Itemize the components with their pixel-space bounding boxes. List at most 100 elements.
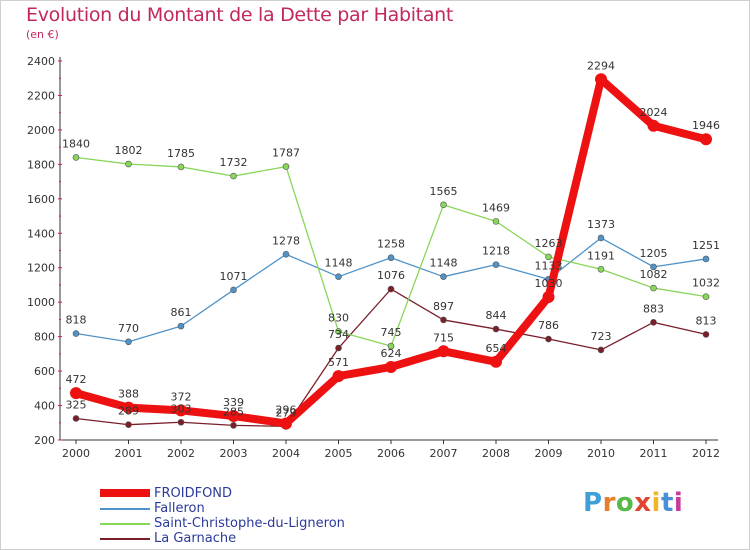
data-point (492, 325, 500, 333)
x-tick-label: 2003 (220, 447, 248, 460)
x-tick-label: 2005 (325, 447, 353, 460)
line-chart: 200 400 600 800 1000 1200 1400 1600 1800 2000 2200… (27, 55, 720, 460)
legend-label: FROIDFOND (154, 486, 233, 501)
data-label: 285 (223, 405, 244, 418)
data-point (177, 322, 185, 330)
data-point (122, 401, 135, 414)
data-label: 2024 (640, 106, 668, 119)
data-point (227, 410, 240, 423)
data-point (702, 293, 710, 300)
data-point (177, 418, 185, 426)
data-label: 813 (696, 314, 717, 327)
data-point (230, 286, 237, 294)
data-label: 723 (591, 330, 612, 343)
y-tick-label: 400 (34, 400, 55, 413)
data-point (175, 404, 187, 417)
x-tick-label: 2004 (272, 447, 300, 460)
data-label: 1148 (430, 257, 458, 270)
data-point (440, 273, 447, 280)
x-tick-label: 2011 (640, 447, 668, 460)
data-label: 1840 (62, 137, 90, 150)
data-label: 715 (433, 331, 454, 344)
data-point (125, 421, 132, 428)
data-label: 289 (118, 405, 139, 418)
data-point (597, 234, 605, 242)
data-label: 1071 (220, 270, 248, 283)
data-label: 786 (538, 319, 559, 332)
data-label: 325 (66, 398, 87, 411)
data-label: 1802 (115, 144, 143, 157)
data-label: 1032 (692, 277, 720, 290)
data-point (387, 285, 395, 293)
data-label: 830 (328, 311, 349, 324)
data-label: 844 (486, 309, 507, 322)
data-point (230, 422, 237, 429)
data-point (650, 263, 657, 271)
x-tick-label: 2008 (482, 447, 510, 460)
data-label: 1191 (587, 249, 615, 262)
data-label: 1373 (587, 218, 615, 231)
data-label: 1082 (640, 268, 668, 281)
y-tick-label: 1000 (27, 296, 55, 309)
logo-letter: i (673, 488, 684, 518)
data-label: 1030 (535, 277, 563, 290)
y-tick-label: 200 (34, 434, 55, 447)
x-tick-label: 2012 (692, 447, 720, 460)
data-point (125, 338, 132, 346)
data-point (72, 154, 80, 161)
data-point (492, 261, 500, 268)
data-label: 2294 (587, 59, 615, 72)
data-point (597, 265, 605, 273)
data-label: 1732 (220, 156, 248, 169)
logo-letter: r (602, 488, 616, 518)
y-tick-label: 600 (34, 365, 55, 378)
chart-title: Evolution du Montant de la Dette par Hab… (26, 4, 454, 26)
data-point (282, 250, 290, 258)
data-point (650, 319, 657, 326)
data-point (385, 360, 397, 373)
data-point (650, 284, 657, 292)
legend-swatch (100, 489, 150, 497)
logo-letter: x (634, 488, 652, 518)
data-point (545, 335, 552, 343)
data-label: 388 (118, 388, 139, 401)
data-label: 296 (276, 403, 297, 416)
x-tick-label: 2006 (377, 447, 405, 460)
y-tick-label: 1600 (27, 193, 55, 206)
data-label: 303 (171, 402, 192, 415)
data-point (647, 119, 660, 132)
y-tick-label: 1200 (27, 262, 55, 275)
x-tick-label: 2009 (535, 447, 563, 460)
data-point (70, 387, 82, 400)
y-tick-label: 800 (34, 331, 55, 344)
data-label: 654 (486, 342, 507, 355)
data-label: 1133 (535, 259, 563, 272)
data-point (700, 133, 712, 146)
data-label: 624 (381, 347, 402, 360)
y-tick-label: 2200 (27, 89, 55, 102)
legend-swatch (100, 508, 150, 510)
logo-letter: t (660, 488, 674, 518)
data-point (440, 201, 447, 209)
legend-label: Saint-Christophe-du-Ligneron (154, 516, 345, 531)
data-point (125, 160, 132, 168)
data-label: 861 (171, 306, 192, 319)
data-label: 883 (643, 302, 664, 315)
data-point (440, 316, 447, 324)
legend-swatch (100, 523, 150, 525)
x-tick-label: 2010 (587, 447, 615, 460)
data-label: 745 (381, 326, 402, 339)
y-tick-label: 1800 (27, 158, 55, 171)
y-tick-label: 2400 (27, 55, 55, 68)
data-label: 372 (171, 390, 192, 403)
data-label: 339 (223, 396, 244, 409)
data-label: 1787 (272, 147, 300, 160)
data-label: 1785 (167, 147, 195, 160)
data-point (335, 328, 342, 335)
data-point (230, 172, 237, 180)
data-label: 1076 (377, 269, 405, 282)
data-label: 1148 (325, 257, 353, 270)
data-label: 1278 (272, 234, 300, 247)
data-point (542, 291, 555, 304)
